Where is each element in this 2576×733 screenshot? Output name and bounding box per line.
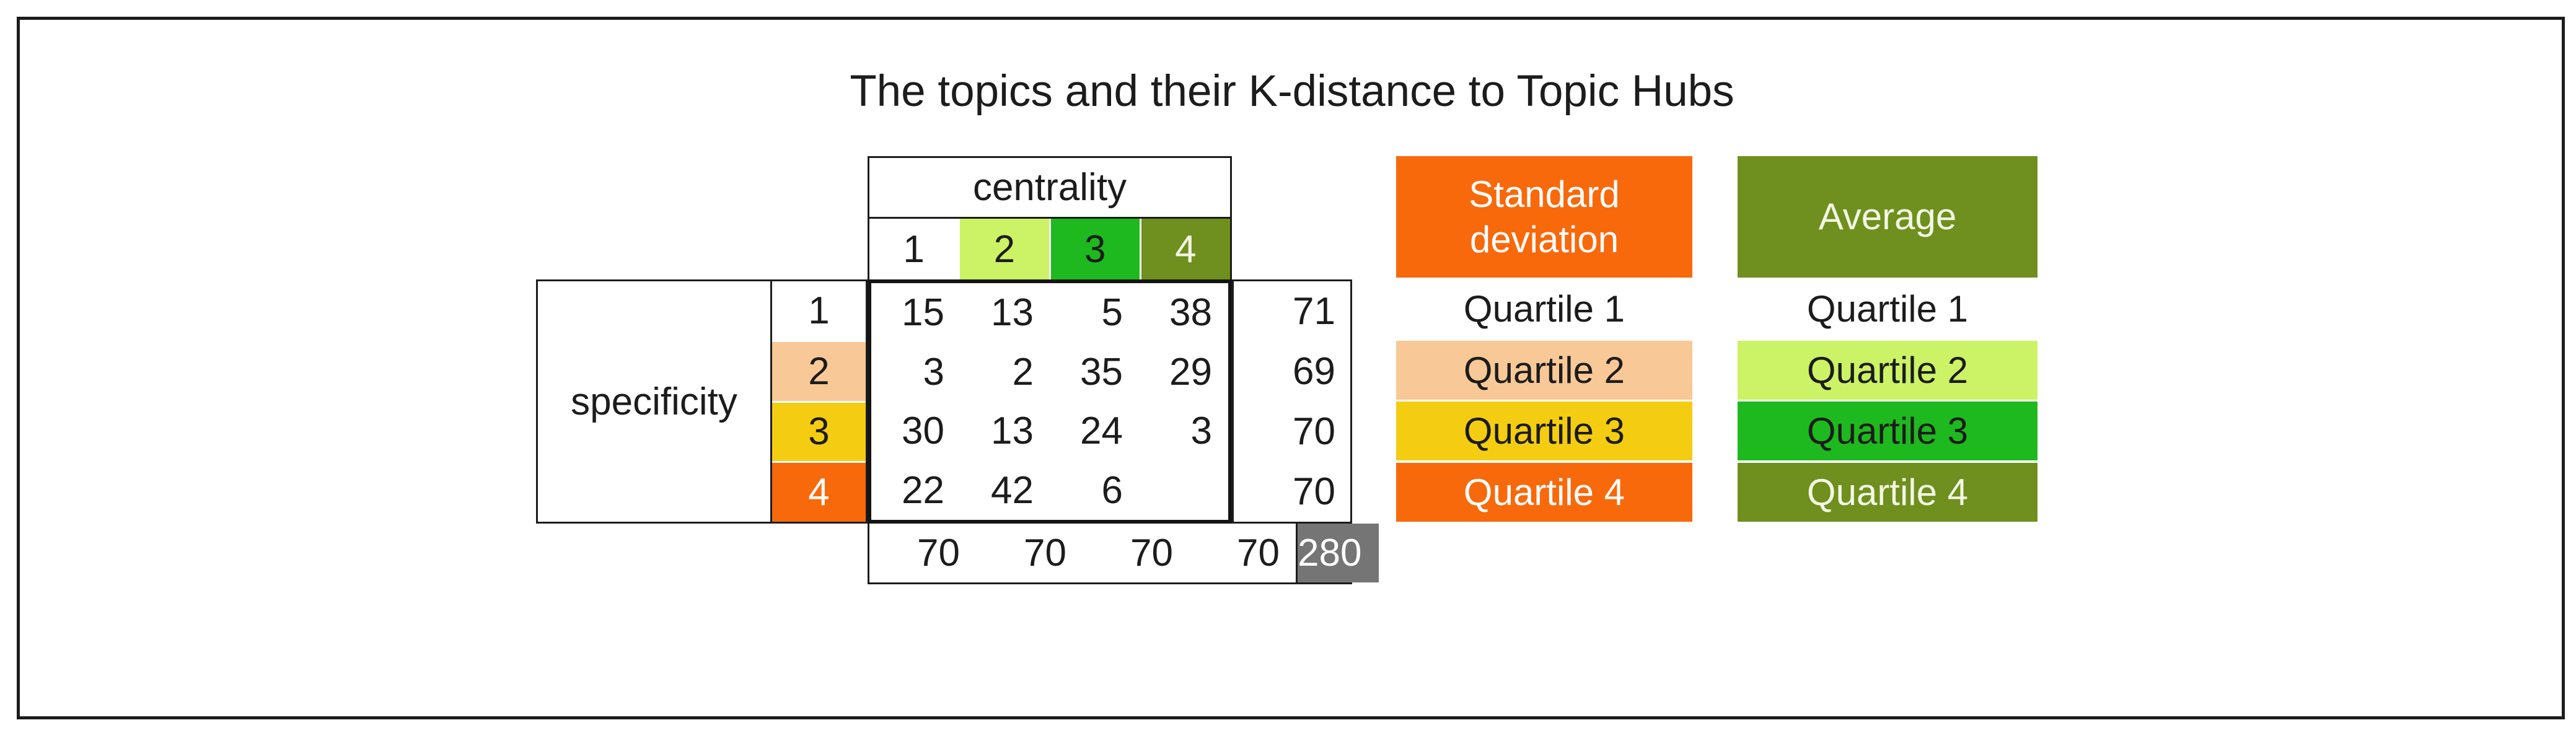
- grand-total: 280: [1296, 524, 1379, 582]
- centrality-axis-label: centrality: [972, 166, 1127, 209]
- matrix-cell: 3: [1190, 410, 1212, 453]
- specificity-axis-label: specificity: [571, 380, 737, 423]
- matrix-cell: 5: [1101, 291, 1123, 335]
- column-header-4: 4: [1139, 219, 1230, 279]
- column-headers-row: 1 2 3 4: [868, 219, 1232, 279]
- row-header-2: 2: [772, 340, 866, 401]
- column-header-2: 2: [958, 219, 1049, 279]
- matrix-cell: 13: [991, 291, 1034, 335]
- legend-std-dev-quartile-1: Quartile 1: [1463, 288, 1625, 330]
- row-header-4: 4: [772, 461, 866, 522]
- matrix-body: 15 13 5 38 3 2 35 29 30 13 24 3 22 42 6: [868, 279, 1232, 524]
- specificity-axis-box: specificity 1 2 3 4: [536, 279, 868, 524]
- column-total-2: 70: [1024, 532, 1066, 574]
- legend-std-dev-quartile-2: Quartile 2: [1396, 341, 1692, 400]
- row-header-1: 1: [808, 289, 830, 332]
- legend-average-quartile-3: Quartile 3: [1738, 402, 2038, 460]
- row-total-1: 71: [1293, 290, 1335, 333]
- row-total-4: 70: [1293, 470, 1335, 513]
- centrality-axis-box: centrality: [868, 156, 1232, 219]
- legend-average-quartile-2: Quartile 2: [1738, 341, 2038, 400]
- legend-average-quartile-1: Quartile 1: [1806, 288, 1969, 330]
- column-total-3: 70: [1130, 532, 1173, 574]
- column-total-4: 70: [1237, 532, 1280, 574]
- matrix-cell: 29: [1169, 350, 1212, 393]
- matrix-cell: 2: [1012, 350, 1034, 393]
- row-headers-column: 1 2 3 4: [770, 281, 866, 522]
- matrix-cell-empty: [1139, 461, 1228, 520]
- matrix-cell: 15: [902, 291, 944, 335]
- matrix-cell: 35: [1080, 350, 1123, 393]
- row-total-2: 69: [1293, 350, 1335, 393]
- column-header-1: 1: [903, 227, 925, 271]
- matrix-cell: 30: [902, 410, 944, 453]
- legend-average-quartile-4: Quartile 4: [1738, 463, 2038, 522]
- column-total-1: 70: [917, 532, 960, 574]
- legend-std-dev-header: Standard deviation: [1396, 156, 1692, 278]
- column-header-3: 3: [1048, 219, 1140, 279]
- figure-title: The topics and their K-distance to Topic…: [850, 67, 1734, 116]
- matrix-cell: 6: [1101, 468, 1123, 512]
- column-totals-row: 70 70 70 70 280: [868, 524, 1379, 584]
- legend-average-header: Average: [1738, 156, 2038, 278]
- row-totals-column: 71 69 70 70: [1232, 279, 1352, 524]
- matrix-cell: 3: [923, 350, 944, 393]
- legend-std-dev-quartile-4: Quartile 4: [1396, 463, 1692, 522]
- row-total-3: 70: [1293, 410, 1335, 453]
- figure-outer-border: [17, 17, 2565, 719]
- matrix-cell: 13: [991, 410, 1034, 453]
- matrix-cell: 38: [1169, 291, 1212, 335]
- matrix-cell: 22: [902, 468, 944, 512]
- legend-std-dev-quartile-3: Quartile 3: [1396, 402, 1692, 460]
- row-header-3: 3: [772, 400, 866, 462]
- matrix-cell: 24: [1080, 410, 1123, 453]
- matrix-cell: 42: [991, 468, 1034, 512]
